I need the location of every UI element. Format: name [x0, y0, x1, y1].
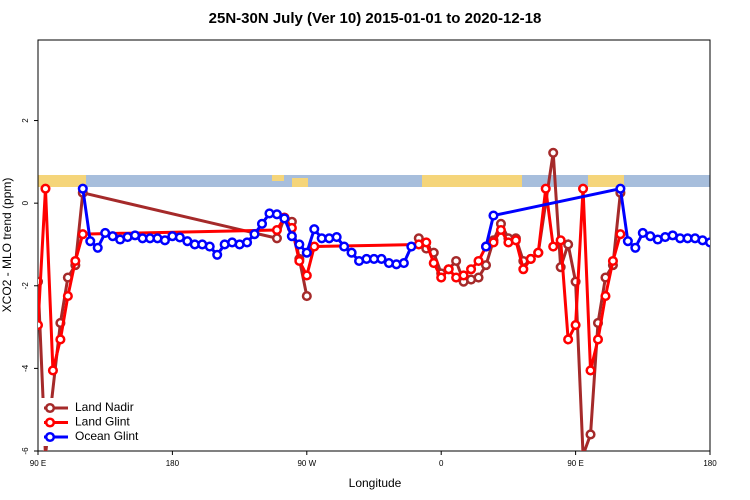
data-point — [480, 260, 492, 271]
y-axis-title: XCO2 - MLO trend (ppm) — [0, 178, 14, 313]
x-tick-label: 180 — [166, 459, 180, 468]
data-point — [585, 429, 596, 440]
data-point — [62, 291, 73, 302]
data-point — [563, 334, 574, 345]
x-tick-label: 90 W — [297, 459, 316, 468]
data-point — [615, 183, 626, 194]
data-point — [473, 272, 484, 283]
data-point — [271, 209, 282, 220]
data-point — [331, 231, 342, 243]
data-point — [271, 233, 282, 244]
y-tick-label: -4 — [21, 364, 30, 372]
data-point — [301, 270, 312, 281]
data-point — [77, 183, 88, 194]
data-point — [630, 242, 641, 253]
data-point — [309, 241, 320, 252]
y-tick-label: 2 — [21, 118, 30, 123]
data-point — [40, 183, 51, 194]
data-point — [70, 255, 81, 267]
data-point — [339, 241, 350, 252]
legend-marker — [44, 402, 56, 414]
data-point — [704, 237, 710, 248]
data-point — [458, 270, 469, 281]
data-point — [47, 365, 58, 376]
data-point — [548, 241, 559, 252]
data-point — [451, 255, 462, 267]
data-point — [585, 365, 596, 376]
data-point — [398, 258, 409, 269]
data-point — [55, 334, 66, 345]
data-point — [473, 255, 484, 267]
y-tick-label: -6 — [21, 447, 30, 455]
chart-title: 25N-30N July (Ver 10) 2015-01-01 to 2020… — [209, 10, 542, 27]
data-point — [488, 237, 499, 248]
data-point — [488, 210, 499, 221]
data-point — [466, 264, 477, 275]
legend-label: Land Nadir — [75, 400, 134, 414]
data-point — [309, 224, 320, 235]
data-point — [518, 264, 529, 275]
data-point — [242, 237, 253, 248]
data-point — [525, 253, 536, 264]
plot-area — [38, 147, 710, 451]
data-point — [480, 241, 492, 252]
data-point — [540, 183, 551, 194]
data-point — [249, 229, 260, 240]
surface-strip — [38, 175, 710, 187]
data-point — [38, 319, 44, 331]
data-point — [622, 236, 633, 247]
data-point — [159, 235, 170, 246]
data-point — [85, 236, 96, 247]
data-point — [406, 241, 417, 252]
data-point — [548, 147, 559, 158]
data-point — [376, 253, 387, 264]
data-point — [301, 291, 312, 302]
data-point — [607, 255, 618, 267]
data-point — [495, 224, 506, 236]
data-point — [570, 319, 581, 331]
legend-marker — [44, 431, 56, 443]
x-tick-label: 90 E — [30, 459, 46, 468]
data-point — [563, 239, 574, 250]
data-point — [428, 258, 439, 269]
y-tick-label: 0 — [21, 200, 30, 205]
data-point — [346, 247, 357, 258]
data-point — [592, 334, 604, 345]
x-tick-label: 90 E — [567, 459, 583, 468]
data-point — [510, 235, 521, 246]
x-tick-label: 0 — [439, 459, 444, 468]
data-point — [615, 229, 626, 240]
data-point — [301, 247, 312, 258]
data-point — [77, 229, 88, 240]
data-point — [555, 235, 566, 246]
data-point — [533, 247, 544, 258]
data-point — [279, 213, 290, 224]
series-line — [38, 188, 622, 371]
data-point — [436, 272, 447, 283]
y-tick-label: -2 — [21, 282, 30, 290]
data-point — [600, 291, 611, 302]
data-point — [286, 231, 297, 242]
data-point — [256, 218, 268, 229]
data-point — [42, 450, 49, 451]
data-point — [174, 232, 185, 243]
data-point — [421, 237, 432, 248]
data-point — [92, 242, 103, 253]
legend-marker — [44, 417, 56, 428]
data-point — [271, 224, 282, 236]
data-point — [204, 241, 215, 252]
legend-label: Ocean Glint — [75, 429, 139, 443]
data-point — [443, 264, 454, 275]
data-point — [212, 249, 223, 260]
x-axis-title: Longitude — [349, 476, 402, 490]
legend-label: Land Glint — [75, 415, 130, 429]
data-point — [580, 450, 586, 451]
data-point — [578, 183, 589, 194]
data-point — [294, 239, 305, 250]
data-point — [294, 255, 305, 267]
x-tick-label: 180 — [703, 459, 717, 468]
